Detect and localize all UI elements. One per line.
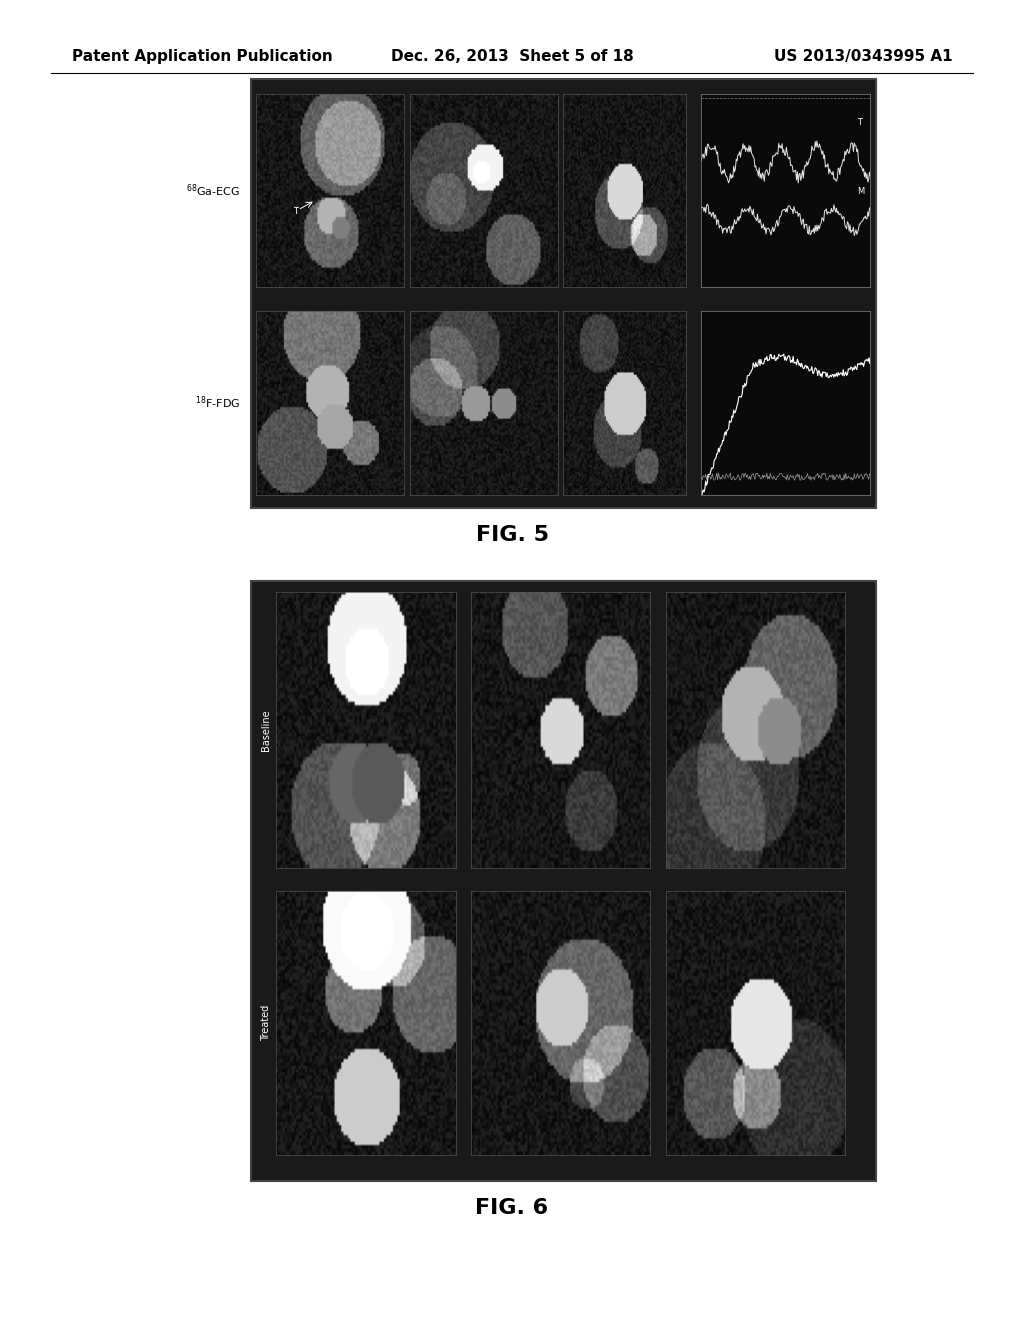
- Text: Axial: Axial: [743, 601, 767, 611]
- Text: FIG. 6: FIG. 6: [475, 1197, 549, 1218]
- Text: Sagittal: Sagittal: [311, 103, 349, 114]
- Text: US 2013/0343995 A1: US 2013/0343995 A1: [774, 49, 952, 65]
- Text: Patent Application Publication: Patent Application Publication: [72, 49, 333, 65]
- Text: $^{68}$Ga-ECG: $^{68}$Ga-ECG: [186, 182, 241, 199]
- Text: Dynamic Curve: Dynamic Curve: [749, 103, 823, 114]
- FancyBboxPatch shape: [251, 79, 876, 508]
- Text: $^{18}$F-FDG: $^{18}$F-FDG: [196, 395, 241, 412]
- Text: Coronal: Coronal: [465, 103, 503, 114]
- Text: Baseline: Baseline: [261, 709, 271, 751]
- Text: FIG. 5: FIG. 5: [475, 524, 549, 545]
- FancyBboxPatch shape: [251, 581, 876, 1181]
- Text: Treated: Treated: [261, 1005, 271, 1041]
- Text: T: T: [293, 207, 298, 216]
- Text: Coronal: Coronal: [347, 601, 385, 611]
- Text: T: T: [857, 117, 862, 127]
- Text: Dec. 26, 2013  Sheet 5 of 18: Dec. 26, 2013 Sheet 5 of 18: [390, 49, 634, 65]
- Text: M: M: [857, 187, 864, 195]
- Text: Sagittal: Sagittal: [542, 601, 580, 611]
- Text: Axial: Axial: [612, 103, 637, 114]
